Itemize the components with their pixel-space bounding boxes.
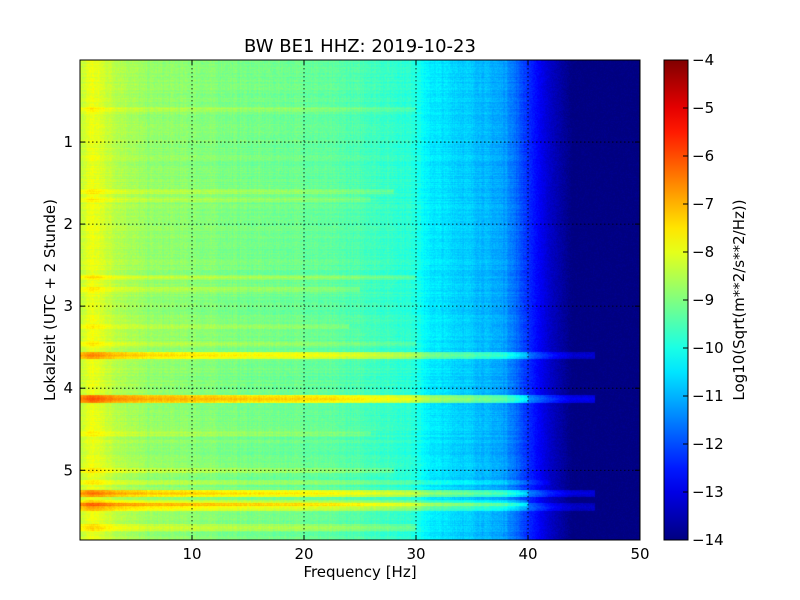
colorbar-label: Log10(Sqrt(m**2/s**2/Hz)) (730, 199, 748, 400)
y-tick-label: 5 (63, 461, 73, 479)
spectrogram-heatmap (80, 60, 640, 540)
y-tick-label: 3 (63, 297, 73, 315)
colorbar-tick-label: −13 (692, 483, 724, 501)
colorbar-tick-label: −8 (692, 243, 714, 261)
x-tick-label: 30 (406, 545, 425, 563)
plot-area (80, 60, 640, 540)
chart-title: BW BE1 HHZ: 2019-10-23 (244, 36, 476, 57)
colorbar-tick-label: −7 (692, 195, 714, 213)
colorbar-tick-label: −14 (692, 531, 724, 549)
x-axis: 10 20 30 40 50 (182, 60, 650, 563)
grid-lines (80, 60, 640, 540)
y-tick-label: 4 (63, 379, 73, 397)
plot-frame (79, 59, 641, 541)
x-tick-label: 40 (518, 545, 537, 563)
y-axis-label: Lokalzeit (UTC + 2 Stunde) (41, 199, 59, 401)
x-tick-label: 10 (182, 545, 201, 563)
x-tick-label: 50 (630, 545, 649, 563)
colorbar-tick-label: −6 (692, 147, 714, 165)
colorbar-tick-label: −11 (692, 387, 724, 405)
colorbar-tick-label: −9 (692, 291, 714, 309)
y-tick-label: 2 (63, 215, 73, 233)
colorbar-axis: −4 −5 −6 −7 −8 −9 −10 −11 −12 −13 −14 (683, 51, 724, 549)
colorbar-tick-label: −12 (692, 435, 724, 453)
y-axis: 1 2 3 4 5 (63, 133, 640, 479)
colorbar-tick-label: −10 (692, 339, 724, 357)
x-axis-label: Frequency [Hz] (303, 563, 416, 581)
y-tick-label: 1 (63, 133, 73, 151)
colorbar-tick-label: −4 (692, 51, 714, 69)
colorbar-tick-label: −5 (692, 99, 714, 117)
x-tick-label: 20 (294, 545, 313, 563)
